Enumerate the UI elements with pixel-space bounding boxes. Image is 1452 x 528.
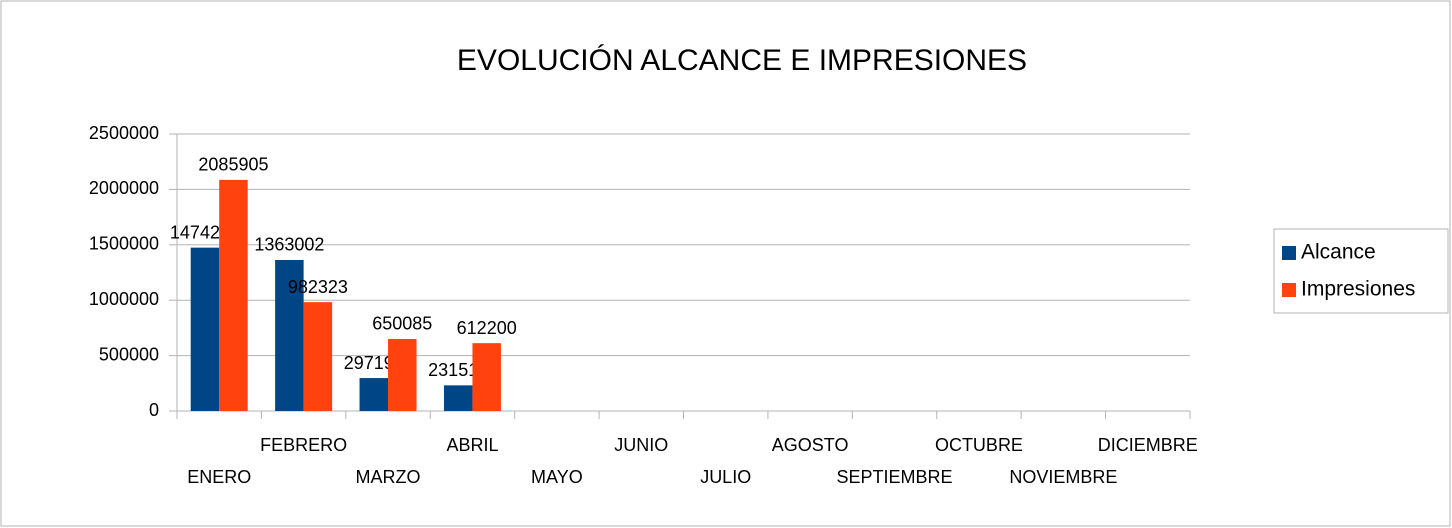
x-tick-label: SEPTIEMBRE — [837, 467, 953, 487]
x-tick-label: DICIEMBRE — [1098, 435, 1198, 455]
x-tick-label: ABRIL — [446, 435, 498, 455]
data-label: 612200 — [457, 318, 517, 338]
legend — [1273, 228, 1449, 314]
legend-swatch — [1282, 246, 1296, 260]
x-tick-label: JUNIO — [614, 435, 668, 455]
bar — [388, 338, 417, 411]
x-tick-label: OCTUBRE — [935, 435, 1023, 455]
bar — [190, 247, 220, 411]
x-tick-label: MARZO — [356, 467, 421, 487]
bar — [472, 343, 501, 411]
bar — [443, 385, 473, 411]
data-label: 982323 — [288, 277, 348, 297]
bar — [359, 378, 389, 411]
legend-swatch — [1282, 283, 1296, 297]
data-label: 1363002 — [254, 235, 324, 255]
y-tick-label: 2000000 — [89, 178, 159, 198]
data-label: 650085 — [372, 314, 432, 334]
chart-title: EVOLUCIÓN ALCANCE E IMPRESIONES — [457, 44, 1027, 77]
x-tick-label: AGOSTO — [772, 435, 849, 455]
bar — [303, 302, 333, 411]
legend-label: Alcance — [1301, 241, 1376, 264]
y-tick-label: 1000000 — [89, 289, 159, 309]
legend-label: Impresiones — [1301, 278, 1415, 301]
x-tick-label: NOVIEMBRE — [1009, 467, 1117, 487]
bar — [219, 179, 248, 411]
bar — [275, 259, 304, 411]
x-tick-label: JULIO — [700, 467, 751, 487]
data-label: 2085905 — [198, 155, 268, 175]
x-tick-label: MAYO — [531, 467, 583, 487]
x-tick-label: ENERO — [187, 467, 251, 487]
y-tick-label: 1500000 — [89, 234, 159, 254]
y-tick-label: 2500000 — [89, 123, 159, 143]
y-tick-label: 500000 — [99, 344, 159, 364]
x-tick-label: FEBRERO — [260, 435, 347, 455]
y-tick-label: 0 — [149, 400, 159, 420]
